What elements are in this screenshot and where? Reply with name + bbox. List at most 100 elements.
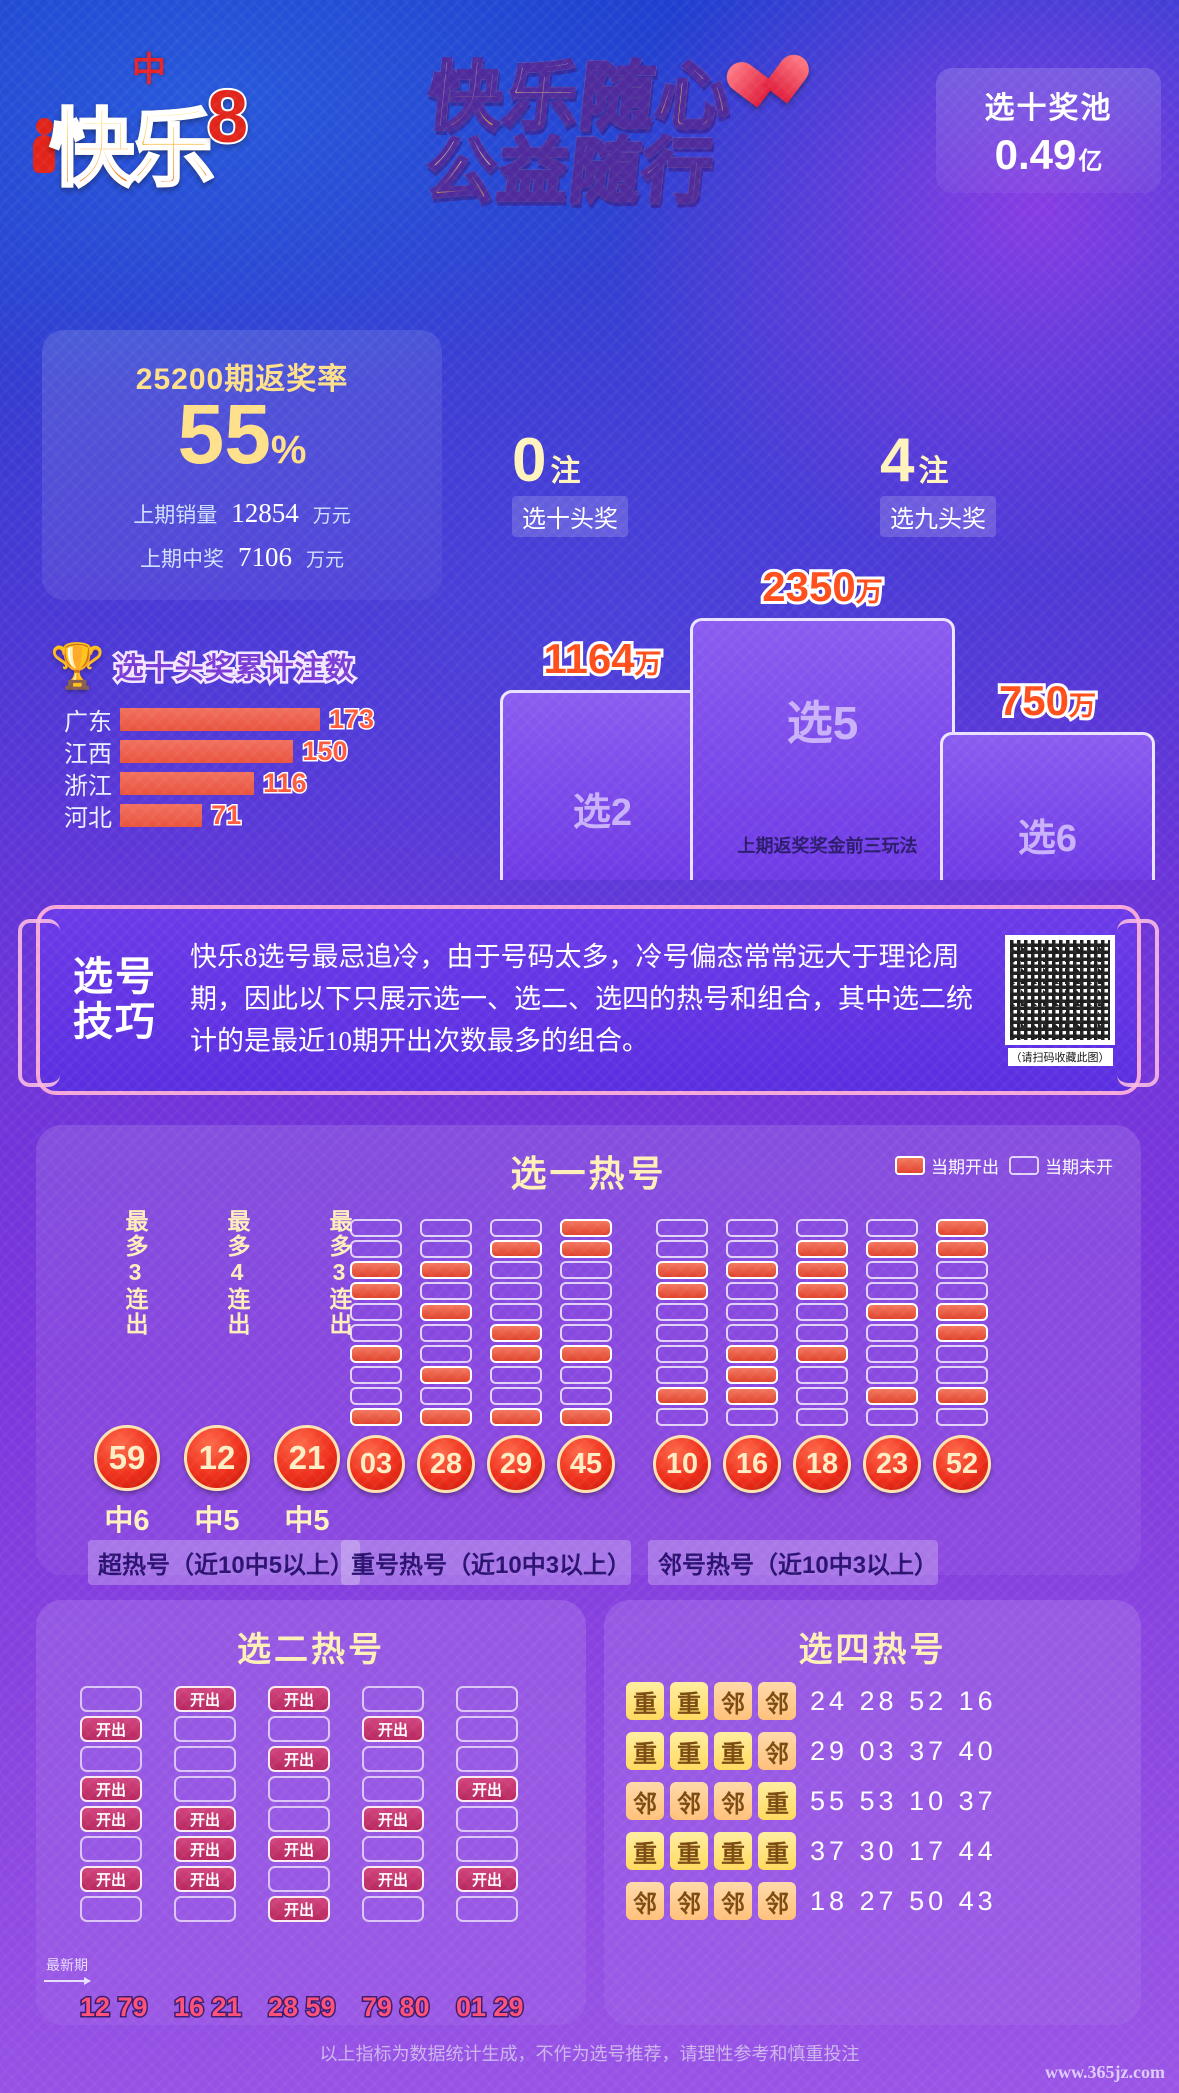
latest-period-label: 最新期 bbox=[46, 1957, 88, 1973]
province-chart-title: 选十头奖累计注数 bbox=[112, 651, 356, 688]
hot-number-ball[interactable]: 59 bbox=[94, 1425, 160, 1491]
pick4-type-tag: 重 bbox=[714, 1832, 752, 1870]
pick4-row: 重重重重 37 30 17 44 bbox=[626, 1832, 997, 1870]
draw-cell-miss bbox=[560, 1366, 612, 1384]
frequency-column bbox=[420, 1219, 472, 1426]
draw-cell-hit bbox=[560, 1219, 612, 1237]
qr-code-block[interactable]: （请扫码收藏此图） bbox=[1001, 934, 1119, 1066]
draw-cell-miss bbox=[362, 1836, 424, 1862]
tips-panel: 选号 技巧 快乐8选号最忌追冷，由于号码太多，冷号偏态常常远大于理论周期，因此以… bbox=[18, 905, 1159, 1095]
pick1-hot-section: 选一热号 当期开出 当期未开 最多3连出 最多4连出 最多3连出 59 12 21 中6… bbox=[36, 1125, 1141, 1585]
hot-number-ball[interactable]: 21 bbox=[274, 1425, 340, 1491]
frequency-column bbox=[350, 1219, 402, 1426]
province-value: 173 bbox=[327, 702, 375, 735]
draw-cell-miss bbox=[362, 1746, 424, 1772]
hot-number-ball[interactable]: 45 bbox=[557, 1435, 615, 1493]
draw-cell-miss bbox=[268, 1806, 330, 1832]
draw-cell-miss bbox=[866, 1219, 918, 1237]
return-rate-value: 55% bbox=[42, 392, 442, 476]
frequency-column bbox=[866, 1219, 918, 1426]
hot-number-ball[interactable]: 18 bbox=[793, 1435, 851, 1493]
draw-cell-miss bbox=[726, 1303, 778, 1321]
draw-cell-miss bbox=[456, 1716, 518, 1742]
draw-cell-miss bbox=[656, 1219, 708, 1237]
draw-cell-hit bbox=[420, 1408, 472, 1426]
pick4-type-tag: 邻 bbox=[714, 1782, 752, 1820]
pick4-type-tag: 邻 bbox=[758, 1682, 796, 1720]
pick2-column: 开出 开出 开出 开出 bbox=[80, 1686, 142, 1922]
draw-cell-hit bbox=[350, 1282, 402, 1300]
hot-number-ball[interactable]: 03 bbox=[347, 1435, 405, 1493]
pick1-title: 选一热号 bbox=[510, 1153, 667, 1194]
legend-item-not-drawn: 当期未开 bbox=[1009, 1153, 1113, 1178]
draw-cell-hit: 开出 bbox=[268, 1836, 330, 1862]
draw-cell-miss bbox=[456, 1836, 518, 1862]
pick4-type-tag: 重 bbox=[626, 1832, 664, 1870]
draw-cell-miss bbox=[656, 1303, 708, 1321]
logo-number: 8 bbox=[205, 73, 250, 160]
pick2-column: 开出 开出 bbox=[456, 1686, 518, 1922]
podium-chart: 1164万 选2 2350万 选5 750万 选6 上期返奖奖金前三玩法 bbox=[500, 560, 1160, 880]
pick2-number-pair: 79 80 bbox=[361, 1991, 432, 2024]
hot-number-ball[interactable]: 28 bbox=[417, 1435, 475, 1493]
latest-period-marker: 最新期 bbox=[44, 1955, 91, 1985]
footer-disclaimer: 以上指标为数据统计生成，不作为选号推荐，请理性参考和慎重投注 bbox=[319, 2044, 860, 2064]
draw-cell-miss bbox=[796, 1303, 848, 1321]
hot-number-ball[interactable]: 23 bbox=[863, 1435, 921, 1493]
hot-number-ball[interactable]: 10 bbox=[653, 1435, 711, 1493]
draw-cell-miss bbox=[350, 1366, 402, 1384]
hot-number-ball[interactable]: 52 bbox=[933, 1435, 991, 1493]
bracket-left-icon bbox=[18, 919, 60, 1087]
draw-cell-miss bbox=[350, 1387, 402, 1405]
draw-cell-miss bbox=[726, 1240, 778, 1258]
streak-label: 最多3连出 bbox=[326, 1209, 352, 1337]
sales-value: 12854 bbox=[231, 498, 299, 528]
pick4-rows: 重重邻邻 24 28 52 16 重重重邻 29 03 37 40 邻邻邻重 55 53 … bbox=[626, 1682, 997, 1920]
draw-cell-miss bbox=[268, 1716, 330, 1742]
draw-cell-hit bbox=[726, 1345, 778, 1363]
streak-label: 最多3连出 bbox=[122, 1209, 148, 1337]
pick4-type-tag: 重 bbox=[626, 1682, 664, 1720]
draw-cell-hit: 开出 bbox=[362, 1806, 424, 1832]
pick2-number-pair: 28 59 bbox=[267, 1991, 338, 2024]
draw-cell-hit: 开出 bbox=[362, 1716, 424, 1742]
draw-cell-miss bbox=[420, 1324, 472, 1342]
province-bar bbox=[120, 771, 255, 795]
pick10-label: 选十头奖 bbox=[512, 496, 628, 537]
pick4-type-tag: 重 bbox=[714, 1732, 752, 1770]
province-chart-header: 🏆 选十头奖累计注数 bbox=[50, 640, 462, 692]
draw-cell-hit: 开出 bbox=[80, 1866, 142, 1892]
draw-cell-hit: 开出 bbox=[362, 1866, 424, 1892]
payout-value: 7106 bbox=[237, 542, 292, 572]
draw-cell-miss bbox=[174, 1896, 236, 1922]
qr-code-icon[interactable] bbox=[1005, 934, 1115, 1045]
hot-number-ball[interactable]: 29 bbox=[487, 1435, 545, 1493]
tips-label-line1: 选号 bbox=[73, 955, 157, 1000]
draw-cell-miss bbox=[656, 1324, 708, 1342]
draw-cell-miss bbox=[456, 1806, 518, 1832]
pick4-type-tag: 重 bbox=[626, 1732, 664, 1770]
super-hot-tag: 超热号（近10中5以上） bbox=[88, 1540, 360, 1585]
hot-number-ball[interactable]: 16 bbox=[723, 1435, 781, 1493]
bracket-right-icon bbox=[1117, 919, 1159, 1087]
pick4-type-tag: 重 bbox=[758, 1832, 796, 1870]
podium-step-1: 2350万 选5 bbox=[690, 560, 955, 880]
hot-number-ball[interactable]: 12 bbox=[184, 1425, 250, 1491]
frequency-column bbox=[560, 1219, 612, 1426]
draw-cell-hit bbox=[490, 1324, 542, 1342]
draw-cell-hit bbox=[560, 1345, 612, 1363]
draw-cell-miss bbox=[726, 1408, 778, 1426]
draw-cell-hit bbox=[490, 1408, 542, 1426]
draw-cell-hit: 开出 bbox=[174, 1836, 236, 1862]
percent-sign: % bbox=[270, 428, 307, 472]
pick2-number-pair: 01 29 bbox=[455, 1991, 526, 2024]
draw-cell-hit bbox=[866, 1387, 918, 1405]
pick2-hot-section: 选二热号 开出 开出 开出 开出 开出 开出 开出 开出 开出 开出 开出 开出 开出 开出 开出 开出 开出 … bbox=[36, 1600, 586, 2025]
draw-cell-miss bbox=[174, 1776, 236, 1802]
draw-cell-miss bbox=[80, 1686, 142, 1712]
hit-count: 中5 bbox=[194, 1505, 240, 1537]
neighbor-hot-balls: 10 16 18 23 52 bbox=[653, 1435, 991, 1493]
province-value: 116 bbox=[262, 766, 309, 799]
